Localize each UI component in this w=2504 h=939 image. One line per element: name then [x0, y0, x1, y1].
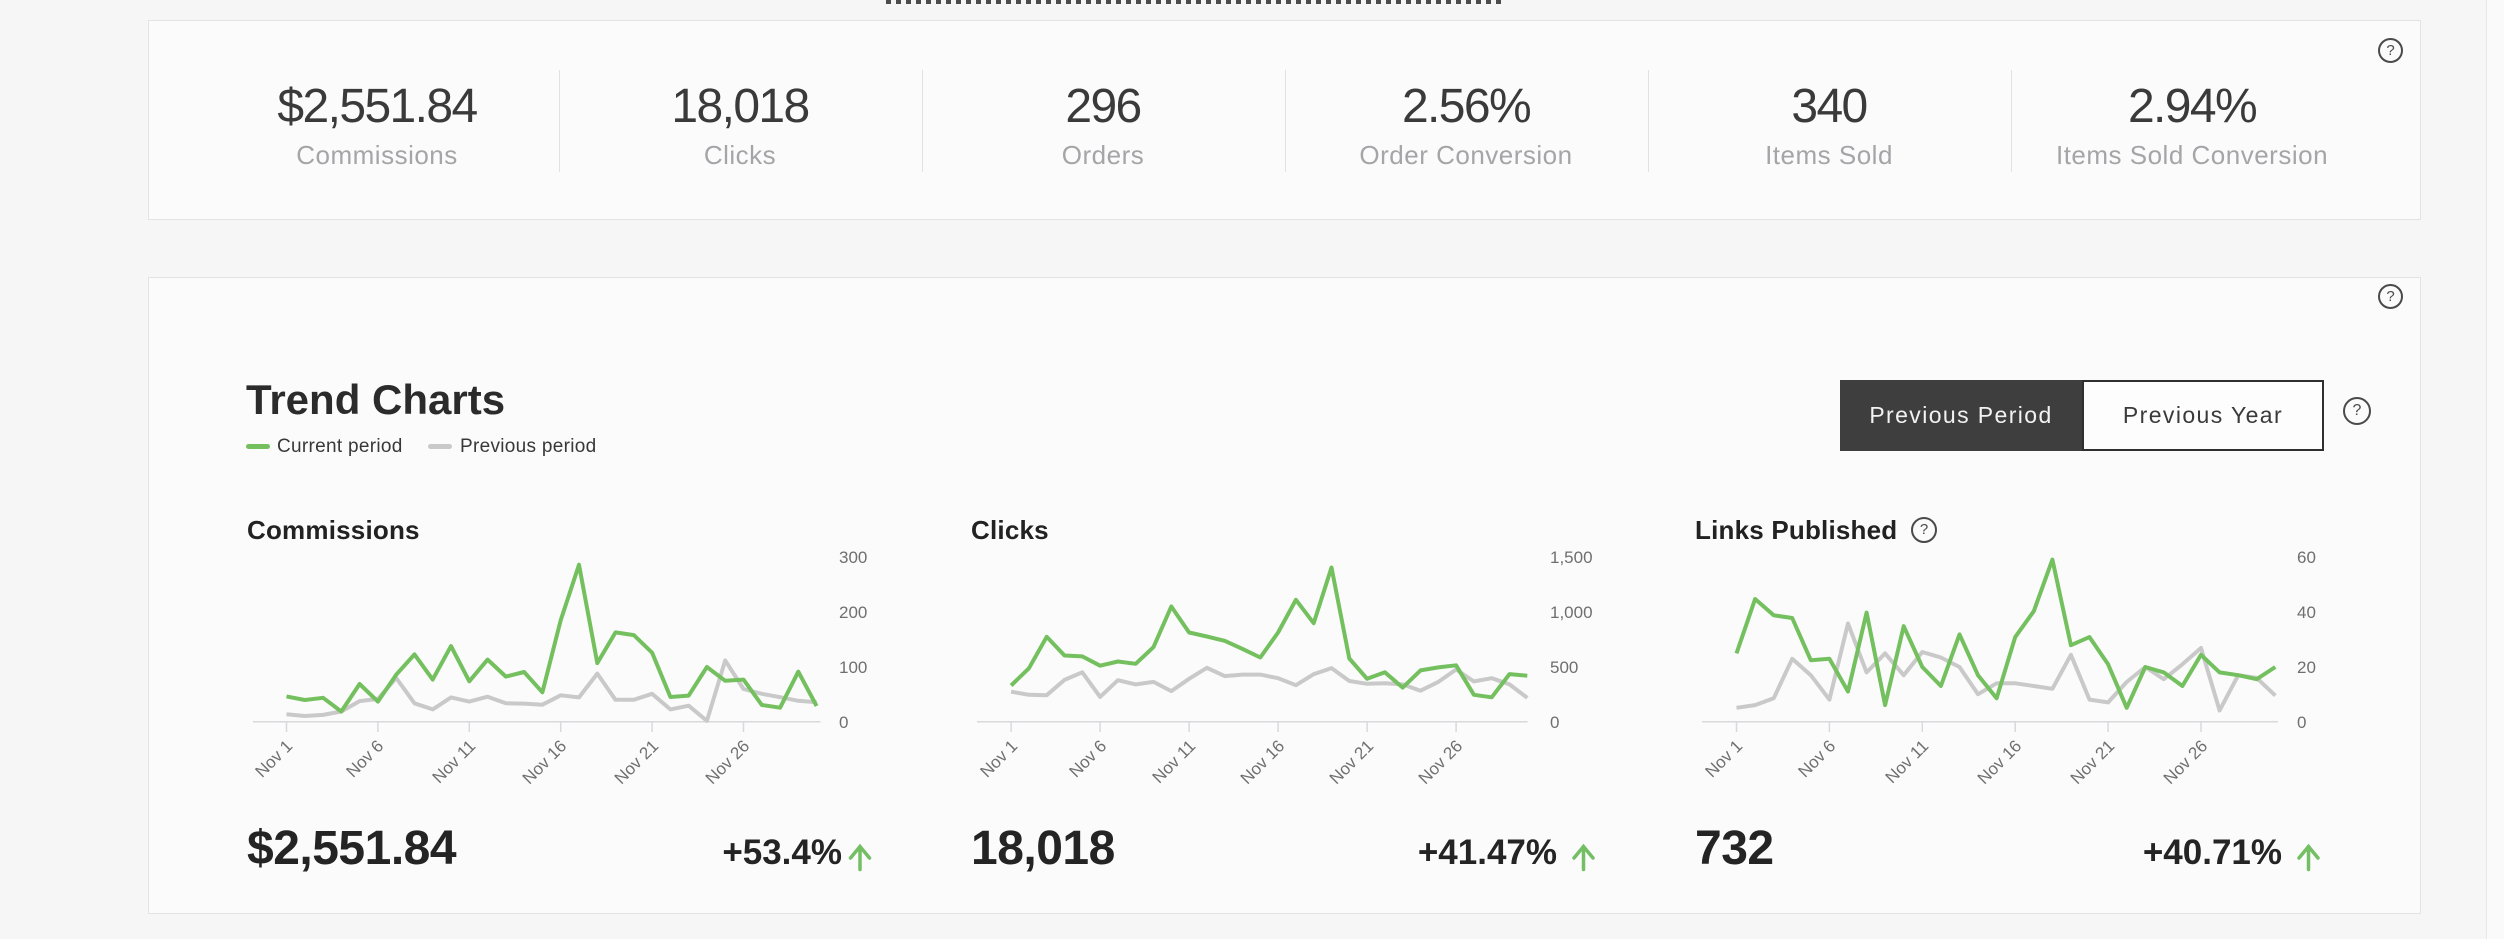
svg-text:Nov 21: Nov 21 [611, 736, 663, 788]
svg-text:200: 200 [839, 603, 867, 622]
svg-text:Nov 21: Nov 21 [1326, 736, 1378, 788]
svg-text:Nov 21: Nov 21 [2067, 736, 2119, 788]
svg-text:Nov 1: Nov 1 [976, 736, 1021, 781]
svg-text:60: 60 [2297, 548, 2316, 567]
svg-text:Nov 6: Nov 6 [1794, 736, 1839, 781]
svg-text:Nov 16: Nov 16 [519, 736, 571, 788]
svg-text:Nov 26: Nov 26 [702, 736, 754, 788]
svg-text:Nov 6: Nov 6 [1065, 736, 1110, 781]
svg-text:0: 0 [1550, 713, 1559, 732]
svg-text:Nov 26: Nov 26 [1415, 736, 1467, 788]
svg-text:40: 40 [2297, 603, 2316, 622]
svg-text:100: 100 [839, 658, 867, 677]
svg-text:Nov 1: Nov 1 [251, 736, 296, 781]
svg-text:Nov 1: Nov 1 [1701, 736, 1746, 781]
svg-text:20: 20 [2297, 658, 2316, 677]
svg-text:Nov 11: Nov 11 [429, 736, 480, 787]
svg-text:500: 500 [1550, 658, 1578, 677]
svg-text:Nov 16: Nov 16 [1974, 736, 2026, 788]
svg-text:1,000: 1,000 [1550, 603, 1593, 622]
svg-text:Nov 16: Nov 16 [1237, 736, 1289, 788]
svg-text:1,500: 1,500 [1550, 548, 1593, 567]
svg-text:Nov 11: Nov 11 [1882, 736, 1933, 787]
svg-text:0: 0 [839, 713, 848, 732]
svg-text:Nov 6: Nov 6 [342, 736, 387, 781]
svg-text:300: 300 [839, 548, 867, 567]
svg-text:Nov 26: Nov 26 [2160, 736, 2212, 788]
svg-text:0: 0 [2297, 713, 2306, 732]
svg-text:Nov 11: Nov 11 [1149, 736, 1200, 787]
